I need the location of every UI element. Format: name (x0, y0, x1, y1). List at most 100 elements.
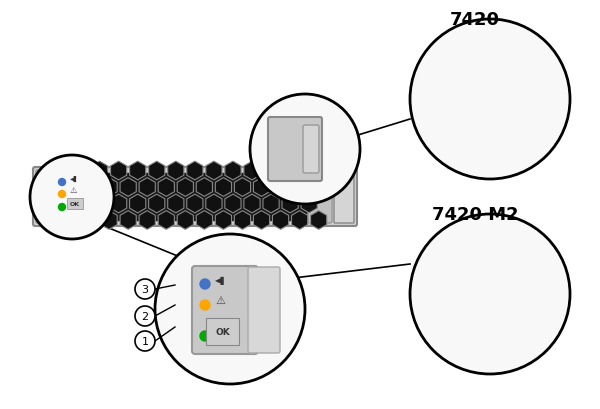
Polygon shape (265, 139, 280, 156)
Polygon shape (196, 211, 212, 230)
Polygon shape (299, 139, 314, 156)
Polygon shape (457, 300, 470, 315)
Polygon shape (110, 162, 127, 180)
Polygon shape (299, 169, 314, 186)
Bar (440, 73, 497, 127)
Polygon shape (244, 162, 260, 180)
Circle shape (59, 191, 65, 198)
Polygon shape (272, 178, 289, 197)
FancyBboxPatch shape (33, 168, 357, 227)
Polygon shape (488, 273, 502, 288)
Polygon shape (465, 92, 478, 108)
FancyBboxPatch shape (521, 74, 530, 126)
Polygon shape (457, 273, 470, 288)
Polygon shape (235, 178, 251, 197)
Polygon shape (91, 162, 107, 180)
Circle shape (200, 300, 210, 310)
Polygon shape (272, 211, 289, 230)
Polygon shape (488, 300, 502, 315)
Polygon shape (434, 92, 447, 108)
Polygon shape (101, 211, 117, 230)
Circle shape (135, 279, 155, 299)
FancyBboxPatch shape (308, 171, 332, 223)
Text: SAS2  900GB: SAS2 900GB (508, 262, 517, 317)
Polygon shape (256, 154, 271, 171)
Text: 7420 M2: 7420 M2 (431, 205, 518, 223)
Polygon shape (139, 178, 155, 197)
Polygon shape (311, 178, 327, 197)
Polygon shape (196, 178, 212, 197)
Polygon shape (158, 178, 175, 197)
Circle shape (410, 20, 570, 180)
Polygon shape (244, 195, 260, 213)
Polygon shape (265, 169, 280, 186)
FancyBboxPatch shape (497, 72, 529, 128)
Text: ⚠: ⚠ (215, 295, 225, 305)
Polygon shape (496, 287, 509, 302)
FancyBboxPatch shape (436, 262, 535, 326)
Polygon shape (481, 260, 494, 275)
Text: 10K RPM/  6 Gbps: 10K RPM/ 6 Gbps (510, 282, 515, 330)
Circle shape (135, 306, 155, 326)
Circle shape (250, 95, 360, 204)
Circle shape (135, 331, 155, 351)
Text: SATA  500GB: SATA 500GB (508, 68, 517, 122)
Circle shape (59, 204, 65, 211)
Polygon shape (265, 109, 280, 126)
Text: 7200 RPM/  3Gbps: 7200 RPM/ 3Gbps (510, 87, 515, 137)
Polygon shape (442, 106, 455, 121)
Polygon shape (215, 178, 232, 197)
Polygon shape (473, 300, 486, 315)
Circle shape (30, 155, 114, 239)
Polygon shape (282, 139, 296, 156)
Polygon shape (457, 79, 470, 94)
Polygon shape (442, 273, 455, 288)
Polygon shape (434, 314, 447, 329)
Text: ◀▌: ◀▌ (215, 275, 228, 284)
Polygon shape (449, 260, 463, 275)
Polygon shape (149, 162, 165, 180)
FancyBboxPatch shape (497, 266, 529, 322)
Polygon shape (177, 211, 193, 230)
Polygon shape (481, 92, 494, 108)
Text: OK: OK (70, 202, 80, 207)
Polygon shape (120, 178, 136, 197)
Text: 7420: 7420 (450, 11, 500, 29)
Polygon shape (301, 162, 317, 180)
Circle shape (59, 179, 65, 186)
Polygon shape (282, 195, 298, 213)
Polygon shape (130, 162, 146, 180)
Polygon shape (442, 300, 455, 315)
Circle shape (41, 194, 49, 201)
Polygon shape (496, 92, 509, 108)
Polygon shape (273, 124, 288, 141)
Polygon shape (120, 211, 136, 230)
Polygon shape (206, 162, 222, 180)
FancyBboxPatch shape (36, 171, 66, 223)
Circle shape (41, 174, 49, 181)
Polygon shape (473, 79, 486, 94)
Polygon shape (481, 287, 494, 302)
Polygon shape (177, 178, 193, 197)
Text: OK: OK (215, 327, 230, 336)
Polygon shape (449, 119, 463, 134)
Polygon shape (473, 273, 486, 288)
Bar (440, 267, 497, 321)
Polygon shape (488, 79, 502, 94)
Polygon shape (167, 162, 184, 180)
Polygon shape (290, 154, 305, 171)
Polygon shape (434, 119, 447, 134)
FancyBboxPatch shape (192, 266, 258, 354)
Polygon shape (496, 65, 509, 81)
Circle shape (41, 213, 49, 220)
Polygon shape (434, 287, 447, 302)
Polygon shape (225, 162, 241, 180)
Polygon shape (496, 260, 509, 275)
Polygon shape (457, 106, 470, 121)
Polygon shape (292, 178, 308, 197)
FancyBboxPatch shape (303, 126, 319, 173)
Polygon shape (488, 106, 502, 121)
Polygon shape (167, 195, 184, 213)
Text: ◀▌: ◀▌ (70, 175, 80, 182)
Polygon shape (273, 154, 288, 171)
